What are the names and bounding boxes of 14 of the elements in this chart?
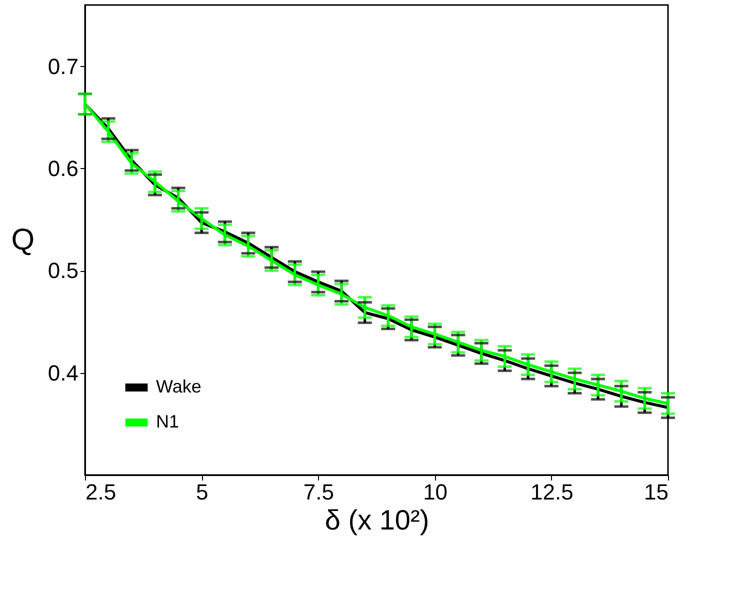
- legend-label: Wake: [156, 376, 202, 396]
- x-tick-label: 2.5: [86, 480, 116, 504]
- x-tick-label: 15: [644, 480, 668, 504]
- y-axis-title: Q: [11, 224, 35, 256]
- x-tick-label: 7.5: [303, 480, 334, 504]
- y-tick-label: 0.7: [48, 54, 78, 79]
- x-tick-label: 12.5: [530, 480, 574, 504]
- y-tick-label: 0.5: [48, 258, 78, 284]
- x-axis-title: δ (x 10²): [324, 504, 430, 536]
- y-tick-label: 0.4: [48, 360, 78, 386]
- legend-label: N1: [156, 412, 180, 432]
- x-tick-label: 10: [423, 480, 448, 504]
- x-tick-label: 5: [196, 480, 208, 504]
- y-tick-label: 0.6: [48, 156, 78, 181]
